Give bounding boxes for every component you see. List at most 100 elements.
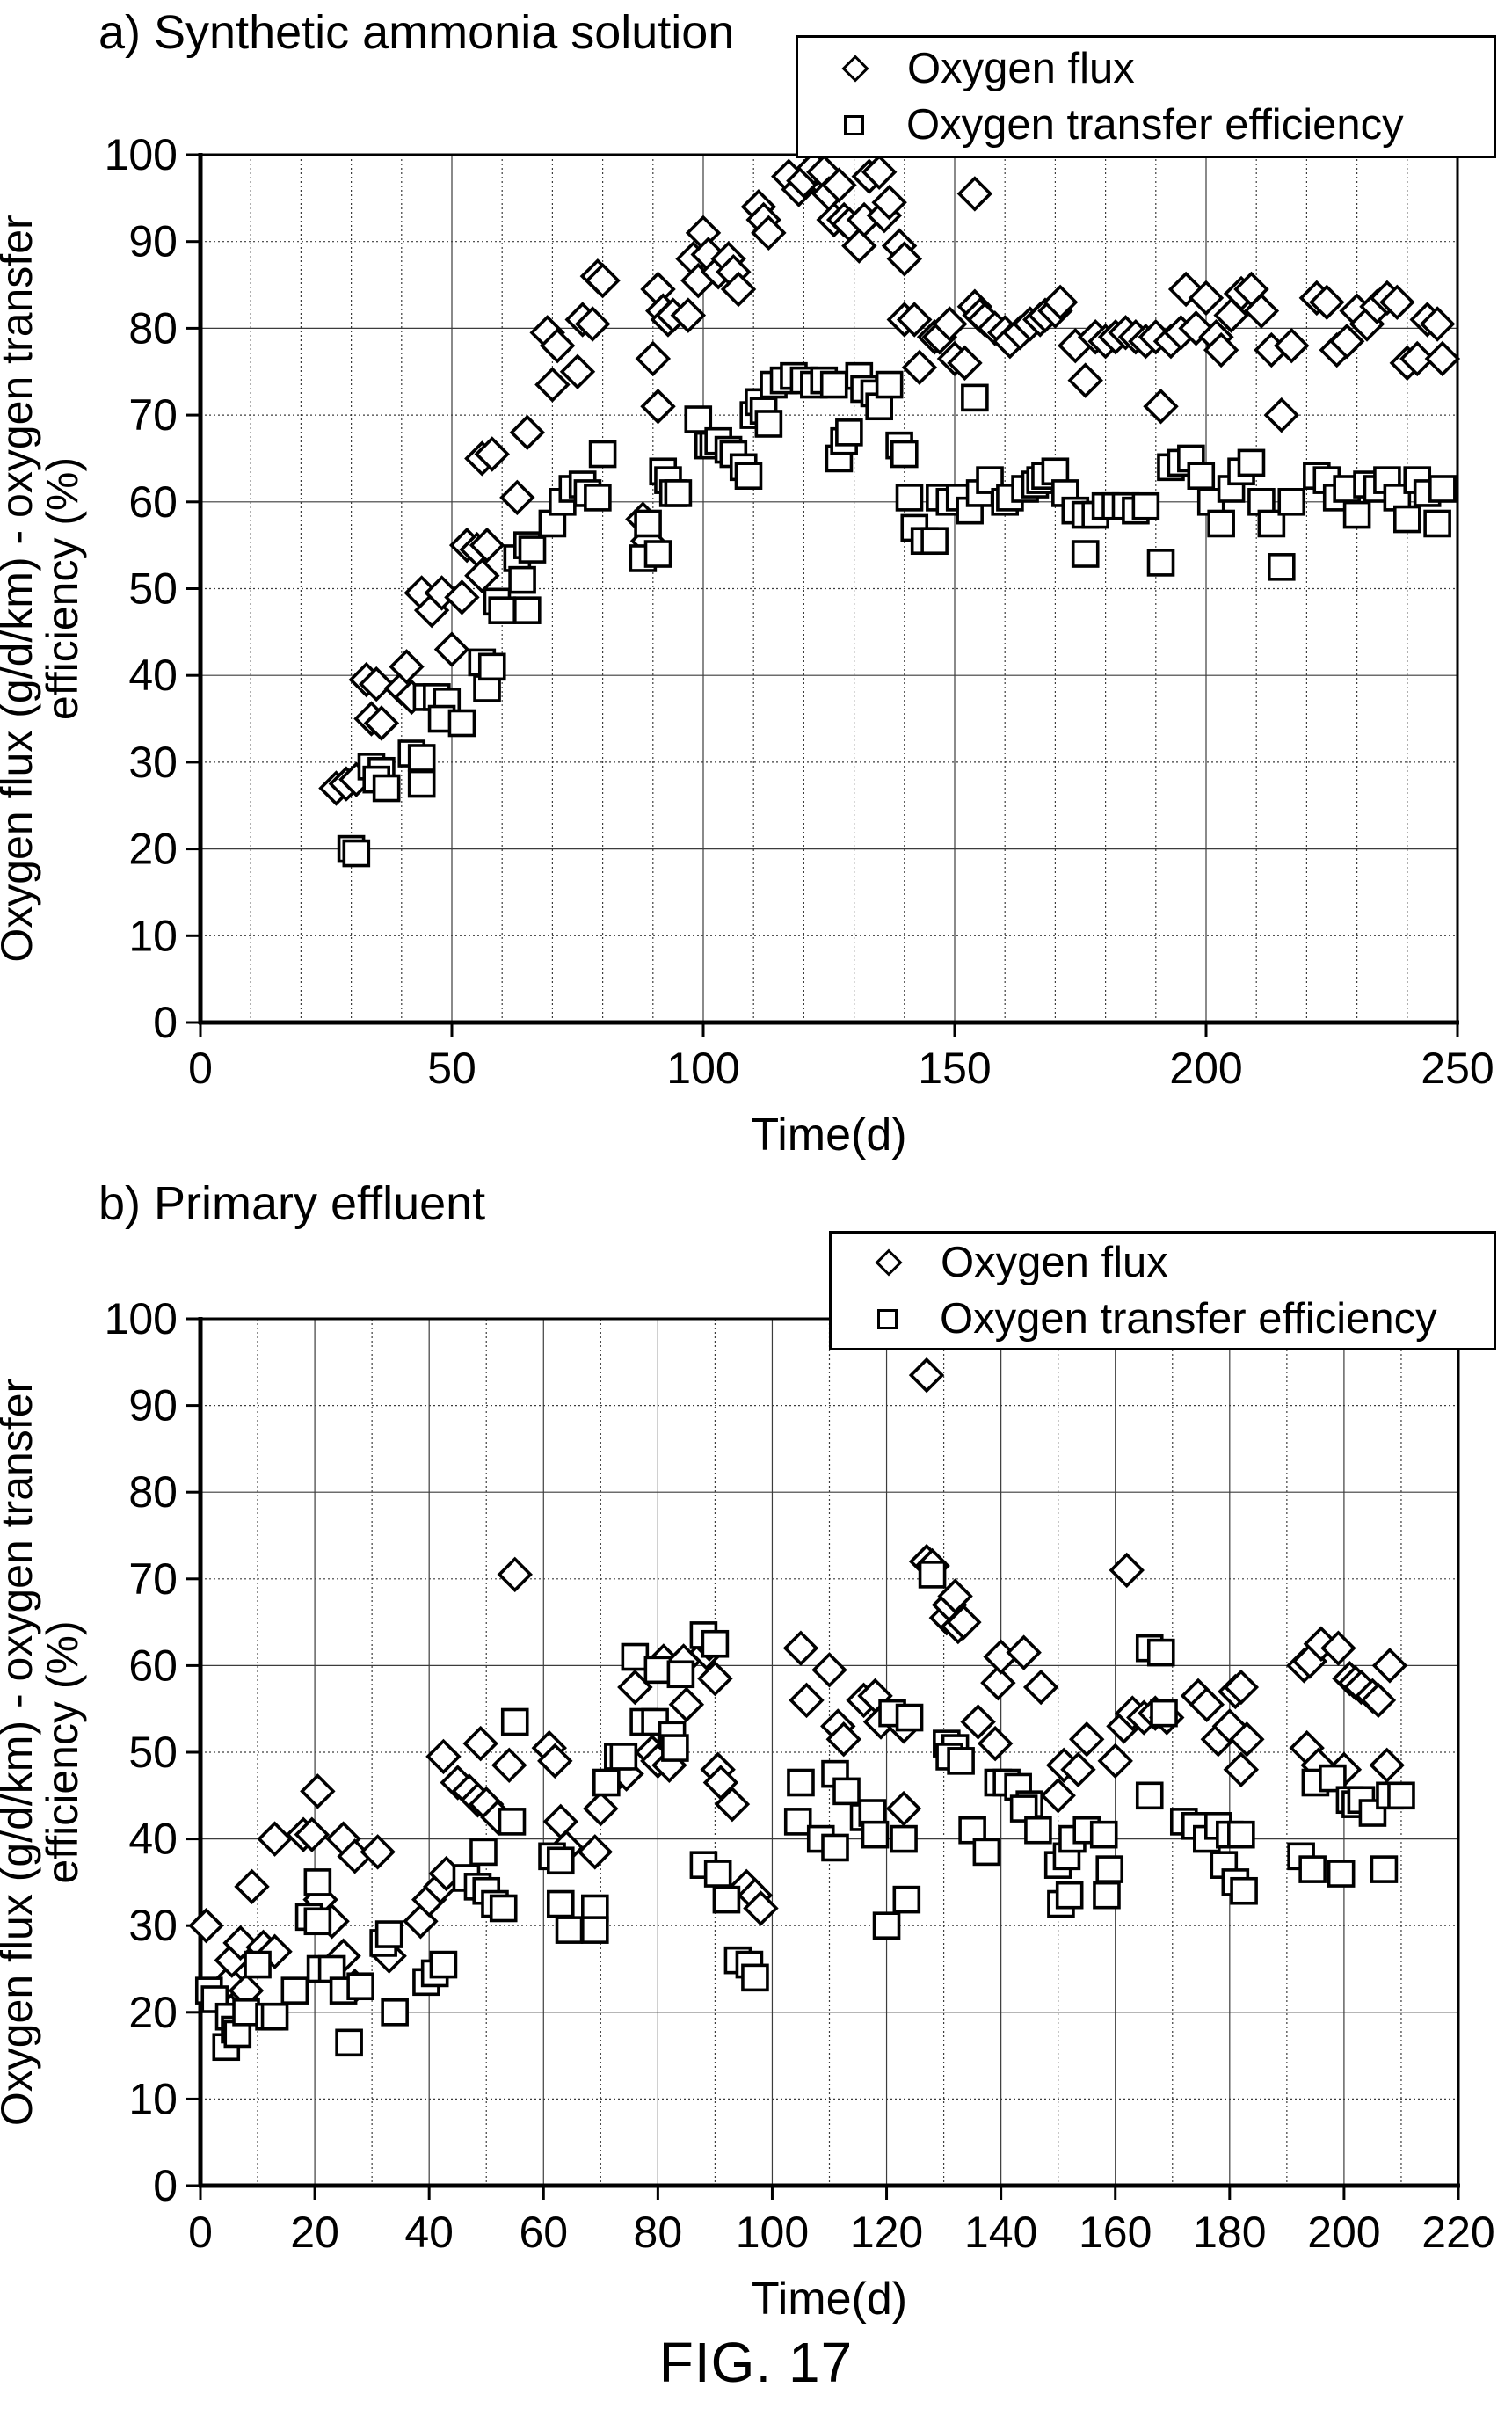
ote-point [1387, 1781, 1415, 1810]
flux-point [1067, 362, 1103, 398]
legend-label-oxygen-flux: Oxygen flux [941, 1239, 1168, 1286]
y-tick-label: 20 [128, 1988, 178, 2037]
flux-point [1399, 340, 1436, 377]
y-tick-label: 90 [128, 1381, 178, 1430]
flux-point [635, 340, 672, 377]
flux-point [886, 241, 923, 277]
ote-point [447, 709, 476, 738]
flux-point [720, 271, 757, 308]
flux-point [983, 1639, 1019, 1675]
flux-point [751, 215, 787, 251]
x-tick-label: 0 [188, 2208, 213, 2257]
ote-point [787, 1768, 815, 1797]
ote-point [895, 1703, 924, 1732]
flux-point [188, 1907, 224, 1944]
flux-point [1006, 1634, 1042, 1670]
y-axis-title-line: efficiency (%) [38, 1620, 87, 1883]
ote-point [1277, 487, 1306, 516]
ote-point [260, 2002, 289, 2031]
ote-point [346, 1972, 374, 2001]
ote-point [918, 1561, 947, 1589]
ote-point [508, 565, 536, 594]
y-tick-label: 10 [128, 2074, 178, 2123]
ote-point [303, 1868, 332, 1896]
ote-point [920, 527, 949, 556]
chart-a: 0 10 20 30 40 50 60 70 80 90 100 0 50 100 150 200 250 Tim… [0, 130, 1494, 1161]
y-tick-label: 40 [128, 651, 178, 700]
legend-label-oxygen-transfer-efficiency: Oxygen transfer efficiency [906, 101, 1404, 149]
ote-point [1393, 505, 1421, 534]
flux-point [1143, 389, 1179, 425]
x-axis-title: Time(d) [751, 1110, 906, 1161]
flux-point [559, 353, 596, 389]
flux-point [583, 1790, 619, 1827]
ote-point [621, 1642, 650, 1671]
series-oxygen-transfer-efficiency [194, 1561, 1415, 2062]
diamond-marker-icon [875, 1248, 903, 1277]
flux-point [1320, 1630, 1356, 1666]
flux-point [1189, 1686, 1225, 1722]
x-tick-label: 50 [427, 1044, 476, 1093]
ote-point [1423, 509, 1451, 538]
ote-point [832, 1777, 861, 1806]
flux-point [861, 154, 898, 190]
chart-b-legend: Oxygen flux Oxygen transfer efficiency [829, 1231, 1496, 1350]
flux-point [1379, 284, 1415, 321]
flux-point [228, 1972, 265, 2009]
ote-point [244, 1950, 272, 1979]
y-tick-label: 0 [153, 2161, 178, 2210]
ote-point [1071, 540, 1100, 568]
flux-point [825, 1721, 861, 1758]
ote-point [1327, 1860, 1356, 1888]
flux-point [469, 527, 505, 564]
flux-point [294, 1816, 331, 1852]
ote-point [303, 1907, 332, 1936]
ote-point [666, 1660, 695, 1689]
x-axis-title: Time(d) [752, 2274, 907, 2325]
ote-point [1150, 1699, 1178, 1728]
flux-point [257, 1821, 293, 1857]
ote-point [895, 484, 924, 512]
ote-point [1230, 1876, 1258, 1905]
y-tick-label: 30 [128, 1901, 178, 1950]
flux-point [1188, 280, 1225, 317]
flux-point [811, 1652, 847, 1688]
y-tick-label: 10 [128, 911, 178, 960]
ote-point [835, 418, 863, 447]
ote-point [1187, 462, 1216, 490]
ote-point [947, 1747, 975, 1775]
ote-point [703, 1860, 732, 1888]
ote-point [1131, 491, 1160, 520]
flux-point [363, 705, 400, 741]
flux-point [1097, 1743, 1133, 1779]
x-tick-label: 200 [1169, 1044, 1242, 1093]
x-tick-label: 220 [1421, 2208, 1494, 2257]
flux-point [360, 1834, 396, 1870]
ote-point [381, 1998, 409, 2027]
ote-point [372, 774, 401, 803]
flux-point [497, 1556, 533, 1593]
ote-point [518, 535, 547, 564]
x-tick-label: 20 [290, 2208, 339, 2257]
y-tick-label: 70 [128, 390, 178, 440]
flux-point [714, 1786, 751, 1823]
ote-point [1207, 509, 1235, 538]
ote-point [734, 462, 763, 490]
legend-label-oxygen-flux: Oxygen flux [907, 45, 1135, 92]
ote-point [498, 1808, 527, 1836]
flux-point [1263, 397, 1300, 433]
flux-point [841, 228, 877, 264]
flux-point [491, 1747, 527, 1784]
y-axis-title-line: Oxygen flux (g/d/km) - oxygen transfer [0, 1379, 41, 2126]
flux-point [885, 1790, 922, 1827]
flux-point [464, 557, 500, 593]
ote-point [1268, 553, 1296, 581]
ote-point [581, 1916, 609, 1944]
x-tick-label: 140 [964, 2208, 1037, 2257]
flux-point [956, 176, 993, 212]
series-oxygen-transfer-efficiency [337, 361, 1457, 868]
y-axis-title-line: efficiency (%) [38, 457, 87, 720]
flux-point [670, 297, 707, 333]
flux-point [668, 1686, 705, 1722]
